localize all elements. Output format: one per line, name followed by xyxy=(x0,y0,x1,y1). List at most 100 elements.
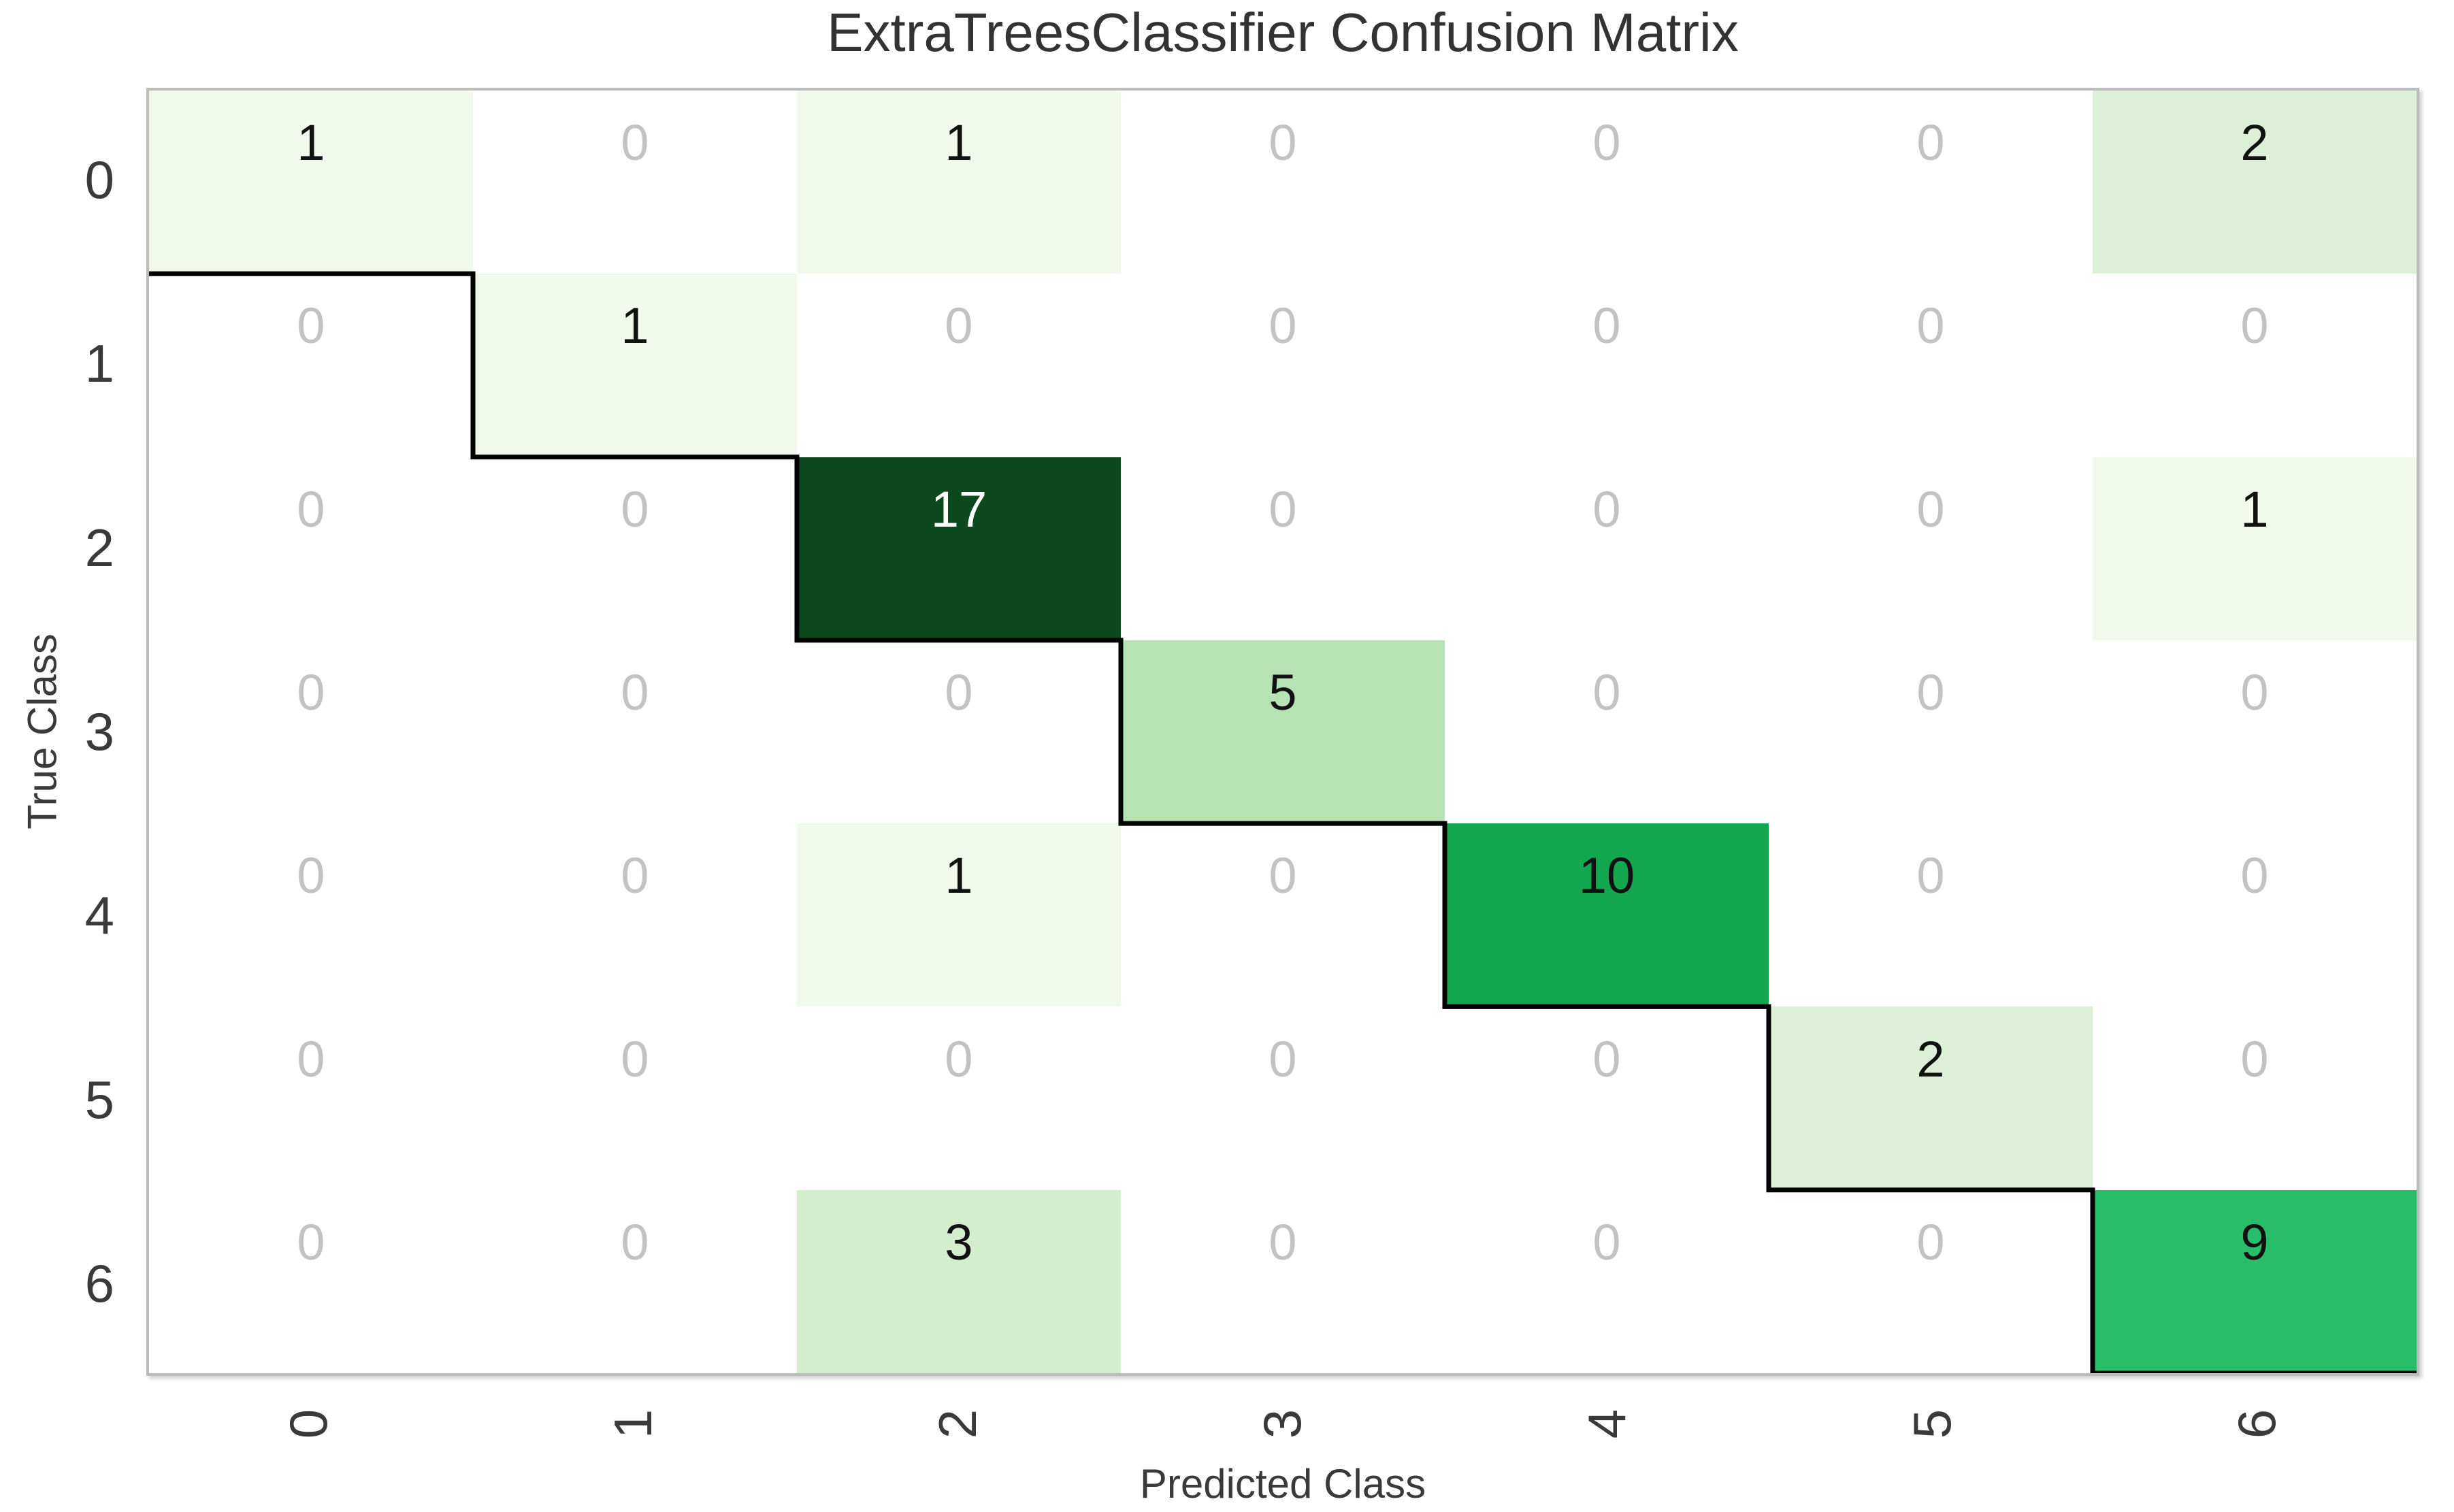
cell-value: 0 xyxy=(297,1213,325,1270)
matrix-cell-r4c1: 0 xyxy=(473,823,797,1007)
cell-value: 1 xyxy=(297,114,325,171)
cell-value: 10 xyxy=(1578,847,1635,904)
x-tick-label-3: 3 xyxy=(1252,1409,1313,1439)
cell-value: 5 xyxy=(1269,663,1297,721)
cell-value: 17 xyxy=(930,480,987,538)
matrix-cell-r3c6: 0 xyxy=(2093,640,2417,824)
x-tick-label-0: 0 xyxy=(278,1409,339,1439)
matrix-cell-r4c2: 1 xyxy=(797,823,1121,1007)
cell-value: 0 xyxy=(2240,663,2269,721)
cell-value: 0 xyxy=(1592,297,1621,355)
matrix-cell-r3c5: 0 xyxy=(1769,640,2093,824)
matrix-cell-r2c3: 0 xyxy=(1121,457,1445,640)
y-tick-labels: 0 1 2 3 4 5 6 xyxy=(0,88,114,1376)
cell-value: 0 xyxy=(621,114,649,171)
cell-value: 1 xyxy=(945,847,973,904)
matrix-cell-r5c1: 0 xyxy=(473,1006,797,1190)
matrix-cell-r6c6: 9 xyxy=(2093,1189,2417,1373)
matrix-cell-r2c1: 0 xyxy=(473,457,797,640)
cell-value: 2 xyxy=(1916,1030,1945,1087)
cell-value: 0 xyxy=(2240,1030,2269,1087)
cell-value: 0 xyxy=(1592,480,1621,538)
matrix-cell-r0c2: 1 xyxy=(797,91,1121,274)
cell-value: 0 xyxy=(297,297,325,355)
cell-value: 1 xyxy=(2240,480,2269,538)
matrix-cell-r2c6: 1 xyxy=(2093,457,2417,640)
cell-value: 0 xyxy=(621,663,649,721)
matrix-cell-r0c3: 0 xyxy=(1121,91,1445,274)
x-axis-title: Predicted Class xyxy=(1139,1461,1426,1507)
y-tick-label-6: 6 xyxy=(84,1253,114,1314)
y-tick-label-4: 4 xyxy=(84,885,114,946)
x-tick-label-6: 6 xyxy=(2226,1409,2287,1439)
cell-value: 0 xyxy=(1916,847,1945,904)
cell-value: 1 xyxy=(621,297,649,355)
matrix-cell-r5c4: 0 xyxy=(1445,1006,1769,1190)
y-tick-label-2: 2 xyxy=(84,517,114,578)
matrix-cell-r0c5: 0 xyxy=(1769,91,2093,274)
y-tick-label-0: 0 xyxy=(84,149,114,210)
cell-value: 0 xyxy=(1592,663,1621,721)
matrix-cell-r3c0: 0 xyxy=(149,640,473,824)
matrix-cell-r5c2: 0 xyxy=(797,1006,1121,1190)
cell-value: 0 xyxy=(297,480,325,538)
matrix-cell-r3c4: 0 xyxy=(1445,640,1769,824)
cell-value: 0 xyxy=(1916,480,1945,538)
cell-value: 0 xyxy=(1269,114,1297,171)
x-tick-label-4: 4 xyxy=(1577,1409,1637,1439)
cell-value: 0 xyxy=(1269,480,1297,538)
cell-value: 0 xyxy=(621,1213,649,1270)
matrix-cell-r3c3: 5 xyxy=(1121,640,1445,824)
cell-value: 0 xyxy=(1269,847,1297,904)
cell-value: 0 xyxy=(297,1030,325,1087)
cell-value: 0 xyxy=(1592,114,1621,171)
matrix-cell-r1c0: 0 xyxy=(149,274,473,457)
cell-value: 0 xyxy=(945,663,973,721)
cell-value: 0 xyxy=(1269,1030,1297,1087)
y-tick-label-1: 1 xyxy=(84,333,114,394)
cell-value: 0 xyxy=(2240,847,2269,904)
cell-value: 0 xyxy=(945,297,973,355)
matrix-cell-r3c2: 0 xyxy=(797,640,1121,824)
cell-value: 9 xyxy=(2240,1213,2269,1270)
matrix-cell-r2c0: 0 xyxy=(149,457,473,640)
cell-value: 0 xyxy=(621,480,649,538)
cell-value: 1 xyxy=(945,114,973,171)
matrix-cell-r4c5: 0 xyxy=(1769,823,2093,1007)
matrix-grid: 1 0 1 0 0 0 2 0 1 0 0 0 0 0 0 0 17 0 0 0 1 0 0 0 5 0 0 0 0 0 1 0 10 0 0 0 0 0… xyxy=(149,91,2417,1373)
y-tick-label-5: 5 xyxy=(84,1069,114,1130)
matrix-cell-r6c3: 0 xyxy=(1121,1189,1445,1373)
matrix-cell-r0c4: 0 xyxy=(1445,91,1769,274)
matrix-cell-r2c4: 0 xyxy=(1445,457,1769,640)
chart-title: ExtraTreesClassifier Confusion Matrix xyxy=(827,2,1739,63)
matrix-cell-r5c5: 2 xyxy=(1769,1006,2093,1190)
matrix-cell-r6c5: 0 xyxy=(1769,1189,2093,1373)
cell-value: 0 xyxy=(1916,297,1945,355)
matrix-cell-r0c0: 1 xyxy=(149,91,473,274)
cell-value: 0 xyxy=(1269,1213,1297,1270)
matrix-cell-r0c6: 2 xyxy=(2093,91,2417,274)
x-tick-label-5: 5 xyxy=(1901,1409,1962,1439)
cell-value: 0 xyxy=(1916,1213,1945,1270)
matrix-cell-r4c6: 0 xyxy=(2093,823,2417,1007)
x-tick-labels: 0 1 2 3 4 5 6 xyxy=(146,1383,2419,1464)
matrix-cell-r1c3: 0 xyxy=(1121,274,1445,457)
matrix-cell-r6c2: 3 xyxy=(797,1189,1121,1373)
cell-value: 3 xyxy=(945,1213,973,1270)
cell-value: 2 xyxy=(2240,114,2269,171)
cell-value: 0 xyxy=(297,847,325,904)
matrix-cell-r1c2: 0 xyxy=(797,274,1121,457)
matrix-cell-r1c4: 0 xyxy=(1445,274,1769,457)
matrix-cell-r0c1: 0 xyxy=(473,91,797,274)
plot-area: 1 0 1 0 0 0 2 0 1 0 0 0 0 0 0 0 17 0 0 0 1 0 0 0 5 0 0 0 0 0 1 0 10 0 0 0 0 0… xyxy=(146,88,2419,1376)
matrix-cell-r4c4: 10 xyxy=(1445,823,1769,1007)
matrix-cell-r3c1: 0 xyxy=(473,640,797,824)
cell-value: 0 xyxy=(621,1030,649,1087)
matrix-cell-r5c3: 0 xyxy=(1121,1006,1445,1190)
x-tick-label-2: 2 xyxy=(928,1409,988,1439)
cell-value: 0 xyxy=(2240,297,2269,355)
matrix-cell-r4c0: 0 xyxy=(149,823,473,1007)
cell-value: 0 xyxy=(297,663,325,721)
matrix-cell-r1c5: 0 xyxy=(1769,274,2093,457)
